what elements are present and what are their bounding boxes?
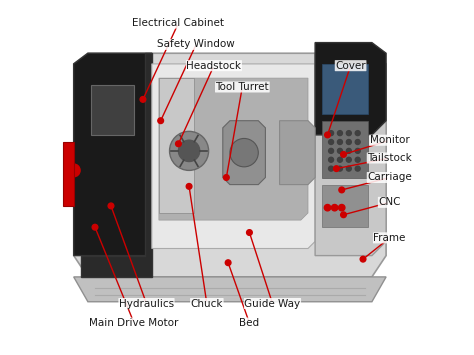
Circle shape bbox=[355, 140, 360, 144]
Circle shape bbox=[346, 140, 351, 144]
Polygon shape bbox=[159, 78, 194, 213]
Circle shape bbox=[328, 140, 334, 144]
Circle shape bbox=[337, 157, 342, 162]
Circle shape bbox=[67, 164, 80, 177]
Circle shape bbox=[186, 184, 192, 189]
Circle shape bbox=[140, 97, 146, 102]
Polygon shape bbox=[63, 142, 73, 206]
Polygon shape bbox=[159, 78, 308, 220]
Text: Bed: Bed bbox=[239, 318, 259, 328]
Text: CNC: CNC bbox=[378, 197, 401, 207]
Circle shape bbox=[346, 148, 351, 153]
Circle shape bbox=[92, 224, 98, 230]
Text: Tailstock: Tailstock bbox=[367, 153, 412, 163]
Text: Carriage: Carriage bbox=[367, 173, 412, 182]
Circle shape bbox=[360, 256, 366, 262]
Circle shape bbox=[230, 138, 258, 167]
Text: Chuck: Chuck bbox=[191, 299, 223, 308]
Polygon shape bbox=[322, 121, 368, 178]
Polygon shape bbox=[73, 53, 386, 277]
Polygon shape bbox=[152, 64, 315, 248]
Circle shape bbox=[341, 212, 346, 218]
Circle shape bbox=[337, 131, 342, 136]
Circle shape bbox=[355, 166, 360, 171]
Polygon shape bbox=[280, 121, 315, 185]
Polygon shape bbox=[81, 53, 152, 277]
Text: Tool Turret: Tool Turret bbox=[216, 82, 269, 92]
Circle shape bbox=[355, 148, 360, 153]
Circle shape bbox=[331, 204, 338, 211]
Circle shape bbox=[346, 131, 351, 136]
Circle shape bbox=[355, 157, 360, 162]
Text: Hydraulics: Hydraulics bbox=[119, 299, 174, 308]
Circle shape bbox=[339, 187, 345, 193]
Circle shape bbox=[346, 166, 351, 171]
Polygon shape bbox=[322, 64, 368, 114]
Polygon shape bbox=[315, 43, 386, 135]
Circle shape bbox=[225, 260, 231, 266]
Circle shape bbox=[338, 204, 345, 211]
Circle shape bbox=[324, 204, 331, 211]
Circle shape bbox=[328, 131, 334, 136]
Polygon shape bbox=[73, 53, 152, 256]
Polygon shape bbox=[322, 185, 368, 227]
Circle shape bbox=[337, 166, 342, 171]
Circle shape bbox=[328, 166, 334, 171]
Polygon shape bbox=[91, 85, 134, 135]
Circle shape bbox=[108, 203, 114, 209]
Circle shape bbox=[246, 230, 252, 235]
Text: Guide Way: Guide Way bbox=[245, 299, 301, 308]
Circle shape bbox=[346, 157, 351, 162]
Circle shape bbox=[158, 118, 164, 124]
Polygon shape bbox=[223, 121, 265, 185]
Circle shape bbox=[337, 148, 342, 153]
Text: Main Drive Motor: Main Drive Motor bbox=[90, 318, 179, 328]
Circle shape bbox=[178, 140, 200, 162]
Text: Safety Window: Safety Window bbox=[157, 39, 235, 49]
Circle shape bbox=[325, 132, 330, 138]
Circle shape bbox=[337, 140, 342, 144]
Text: Frame: Frame bbox=[374, 233, 406, 243]
Text: Headstock: Headstock bbox=[186, 61, 241, 71]
Polygon shape bbox=[315, 53, 386, 256]
Text: Monitor: Monitor bbox=[370, 135, 410, 145]
Circle shape bbox=[224, 175, 229, 180]
Text: Electrical Cabinet: Electrical Cabinet bbox=[132, 18, 224, 28]
Circle shape bbox=[170, 131, 209, 170]
Circle shape bbox=[341, 152, 346, 157]
Circle shape bbox=[355, 131, 360, 136]
Polygon shape bbox=[73, 277, 386, 302]
Circle shape bbox=[328, 157, 334, 162]
Text: Cover: Cover bbox=[335, 61, 366, 71]
Circle shape bbox=[328, 148, 334, 153]
Circle shape bbox=[334, 166, 339, 171]
Circle shape bbox=[175, 141, 181, 147]
